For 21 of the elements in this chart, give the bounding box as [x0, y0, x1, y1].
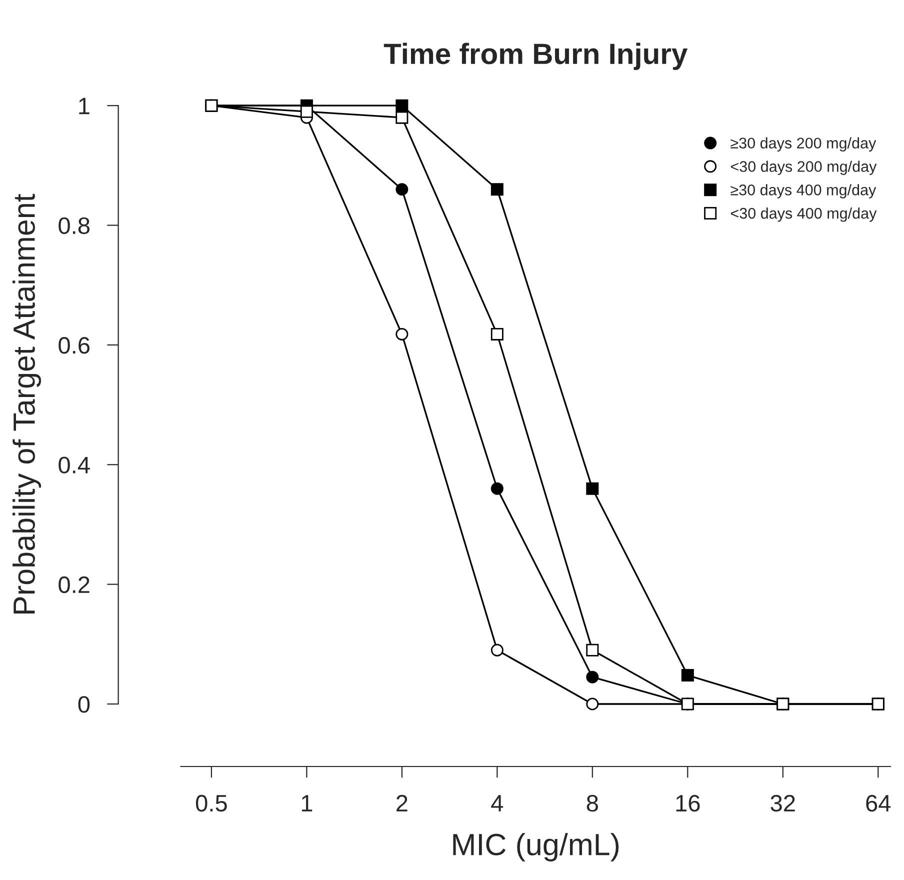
x-tick-label: 32 — [770, 794, 795, 812]
x-tick-label: 16 — [676, 794, 700, 812]
x-tick-label: 1 — [302, 795, 312, 812]
x-tick-label: 2 — [396, 794, 408, 812]
x-tick-label: 64 — [866, 794, 891, 812]
legend-label: ≥30 days 200 mg/day — [730, 137, 876, 152]
y-tick-label: 0.2 — [58, 576, 90, 594]
y-tick-label: 0 — [78, 696, 90, 713]
y-tick-label: 1 — [79, 98, 90, 114]
legend-label: ≥30 days 400 mg/day — [730, 184, 876, 198]
x-tick-label: 8 — [586, 794, 598, 812]
legend-label: <30 days 200 mg/day — [730, 160, 877, 175]
x-tick-label: 4 — [491, 795, 504, 812]
legend-label: <30 days 400 mg/day — [730, 208, 877, 222]
chart-title: Time from Burn Injury — [384, 42, 688, 70]
y-tick-label: 0.8 — [58, 217, 90, 234]
x-axis-title: MIC (ug/mL) — [453, 832, 619, 862]
y-axis-title: Probability of Target Attainment — [12, 194, 42, 614]
y-tick-label: 0.4 — [58, 456, 90, 474]
y-tick-label: 0.6 — [58, 337, 90, 354]
x-tick-label: 0.5 — [196, 794, 227, 812]
